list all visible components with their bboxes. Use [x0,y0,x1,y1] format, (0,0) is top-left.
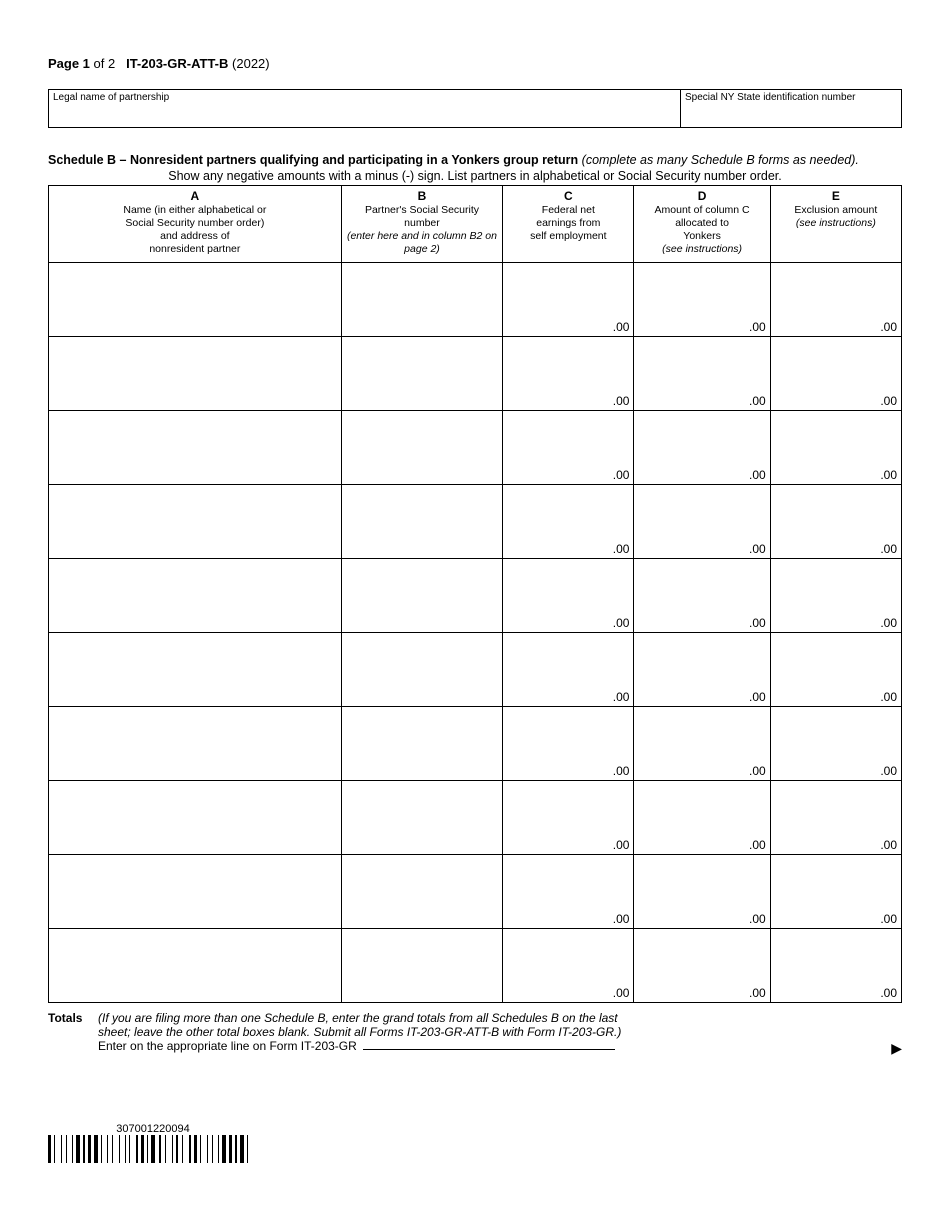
totals-note-1: (If you are filing more than one Schedul… [98,1011,618,1025]
schedule-b-table: A Name (in either alphabetical or Social… [48,185,902,1004]
form-year: (2022) [232,56,270,71]
tax-form-page: Page 1 of 2 IT-203-GR-ATT-B (2022) Legal… [0,0,950,1203]
cell-exclusion[interactable]: .00 [770,263,901,337]
cell-allocated-yonkers[interactable]: .00 [634,855,770,929]
cell-ssn[interactable] [341,929,503,1003]
table-row: .00.00.00 [49,929,902,1003]
cell-federal-net[interactable]: .00 [503,929,634,1003]
cell-exclusion[interactable]: .00 [770,633,901,707]
barcode-number: 307001220094 [48,1123,258,1135]
schedule-title-bold: Schedule B – Nonresident partners qualif… [48,153,578,167]
table-row: .00.00.00 [49,263,902,337]
totals-enter-line: Enter on the appropriate line on Form IT… [98,1039,621,1053]
cell-ssn[interactable] [341,559,503,633]
totals-note-2: sheet; leave the other total boxes blank… [98,1025,621,1039]
table-row: .00.00.00 [49,411,902,485]
enter-line-rule [363,1040,616,1050]
schedule-title-italic: (complete as many Schedule B forms as ne… [582,153,859,167]
barcode-area: 307001220094 [48,1123,902,1163]
col-c-header: C Federal net earnings from self employm… [503,185,634,263]
cell-name-address[interactable] [49,929,342,1003]
page-number: Page 1 [48,56,90,71]
cell-ssn[interactable] [341,411,503,485]
cell-federal-net[interactable]: .00 [503,707,634,781]
arrow-icon: ▶ [891,1043,902,1053]
cell-exclusion[interactable]: .00 [770,411,901,485]
page-of: of 2 [94,56,116,71]
cell-ssn[interactable] [341,707,503,781]
enter-line-text: Enter on the appropriate line on Form IT… [98,1039,357,1053]
cell-allocated-yonkers[interactable]: .00 [634,263,770,337]
cell-name-address[interactable] [49,411,342,485]
cell-allocated-yonkers[interactable]: .00 [634,633,770,707]
cell-name-address[interactable] [49,781,342,855]
cell-allocated-yonkers[interactable]: .00 [634,485,770,559]
page-header: Page 1 of 2 IT-203-GR-ATT-B (2022) [48,56,902,71]
cell-allocated-yonkers[interactable]: .00 [634,781,770,855]
table-row: .00.00.00 [49,485,902,559]
cell-name-address[interactable] [49,855,342,929]
cell-allocated-yonkers[interactable]: .00 [634,929,770,1003]
col-a-header: A Name (in either alphabetical or Social… [49,185,342,263]
cell-ssn[interactable] [341,485,503,559]
legal-name-label: Legal name of partnership [53,92,169,103]
cell-name-address[interactable] [49,559,342,633]
cell-federal-net[interactable]: .00 [503,855,634,929]
cell-exclusion[interactable]: .00 [770,707,901,781]
cell-federal-net[interactable]: .00 [503,263,634,337]
table-row: .00.00.00 [49,337,902,411]
cell-ssn[interactable] [341,337,503,411]
legal-name-field[interactable]: Legal name of partnership [49,90,681,127]
table-header-row: A Name (in either alphabetical or Social… [49,185,902,263]
ny-id-field[interactable]: Special NY State identification number [681,90,901,127]
schedule-title-line2: Show any negative amounts with a minus (… [48,168,902,184]
table-row: .00.00.00 [49,707,902,781]
cell-exclusion[interactable]: .00 [770,855,901,929]
cell-allocated-yonkers[interactable]: .00 [634,411,770,485]
cell-name-address[interactable] [49,633,342,707]
cell-exclusion[interactable]: .00 [770,559,901,633]
cell-allocated-yonkers[interactable]: .00 [634,559,770,633]
table-row: .00.00.00 [49,559,902,633]
col-d-header: D Amount of column C allocated to Yonker… [634,185,770,263]
cell-exclusion[interactable]: .00 [770,337,901,411]
cell-name-address[interactable] [49,337,342,411]
cell-name-address[interactable] [49,263,342,337]
cell-federal-net[interactable]: .00 [503,633,634,707]
cell-exclusion[interactable]: .00 [770,485,901,559]
cell-federal-net[interactable]: .00 [503,781,634,855]
cell-name-address[interactable] [49,485,342,559]
cell-ssn[interactable] [341,633,503,707]
cell-ssn[interactable] [341,781,503,855]
cell-federal-net[interactable]: .00 [503,411,634,485]
barcode-icon [48,1135,258,1163]
table-row: .00.00.00 [49,781,902,855]
cell-federal-net[interactable]: .00 [503,337,634,411]
totals-label: Totals [48,1011,82,1025]
cell-exclusion[interactable]: .00 [770,929,901,1003]
table-row: .00.00.00 [49,855,902,929]
cell-exclusion[interactable]: .00 [770,781,901,855]
cell-federal-net[interactable]: .00 [503,559,634,633]
cell-ssn[interactable] [341,855,503,929]
cell-allocated-yonkers[interactable]: .00 [634,337,770,411]
ny-id-label: Special NY State identification number [685,92,855,103]
form-id: IT-203-GR-ATT-B [126,56,228,71]
col-b-header: B Partner's Social Security number (ente… [341,185,503,263]
identification-box: Legal name of partnership Special NY Sta… [48,89,902,128]
table-row: .00.00.00 [49,633,902,707]
cell-name-address[interactable] [49,707,342,781]
col-e-header: E Exclusion amount (see instructions) [770,185,901,263]
cell-ssn[interactable] [341,263,503,337]
totals-block: Totals (If you are filing more than one … [48,1011,902,1053]
cell-allocated-yonkers[interactable]: .00 [634,707,770,781]
cell-federal-net[interactable]: .00 [503,485,634,559]
schedule-title: Schedule B – Nonresident partners qualif… [48,152,902,185]
